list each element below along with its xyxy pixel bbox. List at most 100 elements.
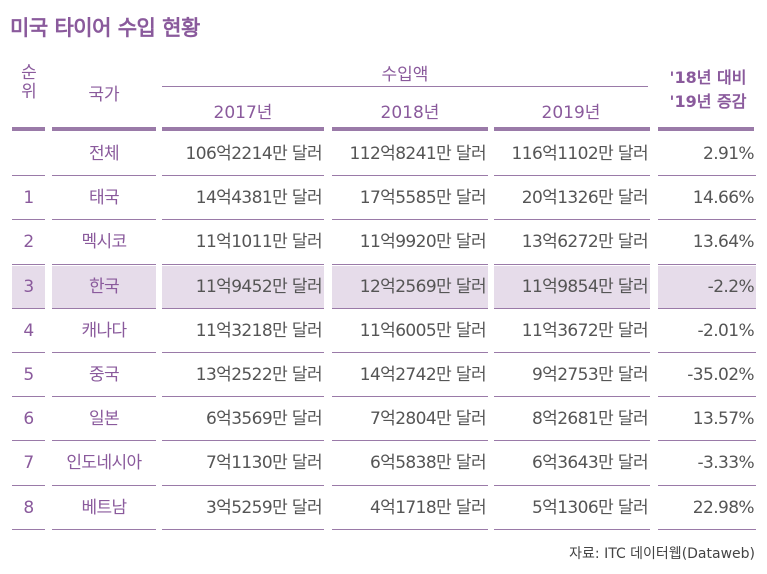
row-divider — [12, 263, 45, 265]
cell-rank: 5 — [23, 365, 34, 385]
row-divider — [494, 351, 650, 353]
row-highlight — [52, 265, 156, 308]
row-highlight — [12, 265, 45, 308]
row-divider — [494, 263, 650, 265]
cell-y2017: 6억3569만 달러 — [205, 409, 323, 430]
row-divider — [332, 263, 488, 265]
cell-y2017: 11억9452만 달러 — [195, 276, 323, 297]
row-divider — [332, 484, 488, 486]
row-divider — [162, 263, 324, 265]
cell-rank: 1 — [23, 188, 34, 209]
row-divider — [494, 307, 650, 309]
cell-y2017: 7억1130만 달러 — [205, 453, 323, 474]
page-title: 미국 타이어 수입 현황 — [10, 16, 200, 40]
cell-rank: 6 — [23, 409, 34, 430]
header-rule-change — [658, 127, 754, 131]
row-divider — [52, 219, 156, 221]
header-change-line1: '18년 대비 — [669, 68, 747, 87]
cell-y2019: 5억1306만 달러 — [531, 497, 649, 518]
row-divider — [494, 528, 650, 530]
row-divider — [494, 219, 650, 221]
row-highlight — [494, 265, 650, 308]
table-row: 7 인도네시아 7억1130만 달러 6억5838만 달러 6억3643만 달러 -3.3… — [0, 442, 767, 486]
row-divider — [52, 263, 156, 265]
row-divider — [12, 484, 45, 486]
source-note: 자료: ITC 데이터웹(Dataweb) — [569, 546, 755, 562]
row-divider — [332, 440, 488, 442]
row-divider — [162, 396, 324, 398]
header-rule-country — [52, 127, 156, 131]
row-divider — [52, 175, 156, 177]
row-divider — [658, 396, 756, 398]
cell-rank: 4 — [23, 320, 34, 341]
row-divider — [12, 175, 45, 177]
row-divider — [658, 175, 756, 177]
cell-change: 13.64% — [692, 232, 755, 253]
cell-country: 인도네시아 — [66, 453, 142, 474]
header-change-line2: '19년 증감 — [669, 92, 747, 111]
row-divider — [658, 263, 756, 265]
table-row: 5 중국 13억2522만 달러 14억2742만 달러 9억2753만 달러 -35.0… — [0, 354, 767, 398]
row-divider — [162, 307, 324, 309]
row-divider — [494, 440, 650, 442]
cell-country: 멕시코 — [81, 232, 127, 253]
cell-country: 중국 — [88, 365, 120, 385]
row-divider — [494, 396, 650, 398]
header-rule-rank — [12, 127, 45, 131]
row-divider — [162, 351, 324, 353]
row-highlight — [162, 265, 324, 308]
cell-change: 22.98% — [692, 497, 755, 518]
row-divider — [162, 440, 324, 442]
cell-y2017: 14억4381만 달러 — [195, 188, 323, 209]
row-divider — [332, 175, 488, 177]
cell-rank: 3 — [23, 276, 34, 297]
row-divider — [12, 396, 45, 398]
cell-country: 태국 — [88, 188, 120, 209]
table-row: 1 태국 14억4381만 달러 17억5585만 달러 20억1326만 달러 14.6… — [0, 177, 767, 221]
row-divider — [52, 528, 156, 530]
row-divider — [332, 528, 488, 530]
cell-y2019: 116억1102만 달러 — [511, 144, 649, 164]
cell-y2019: 13억6272만 달러 — [521, 232, 649, 253]
header-year-2017: 2017년 — [213, 103, 273, 123]
header-import-divider — [162, 86, 648, 87]
row-highlight — [658, 265, 756, 308]
table-row: 6 일본 6억3569만 달러 7억2804만 달러 8억2681만 달러 13.57% — [0, 398, 767, 442]
cell-y2017: 3억5259만 달러 — [205, 497, 323, 518]
row-divider — [332, 307, 488, 309]
row-divider — [332, 351, 488, 353]
table-row: 3 한국 11억9452만 달러 12억2569만 달러 11억9854만 달러 -2.2… — [0, 265, 767, 309]
cell-y2018: 4억1718만 달러 — [369, 497, 487, 518]
header-country: 국가 — [88, 85, 120, 105]
cell-change: -3.33% — [697, 453, 754, 474]
cell-rank: 2 — [23, 232, 34, 253]
cell-change: 13.57% — [692, 409, 755, 430]
cell-y2018: 11억6005만 달러 — [359, 320, 487, 341]
header-rank: 순위 — [21, 63, 37, 102]
cell-y2019: 9억2753만 달러 — [531, 365, 649, 385]
row-divider — [658, 307, 756, 309]
header-rule-2017 — [162, 127, 324, 131]
row-divider — [162, 175, 324, 177]
row-divider — [12, 528, 45, 530]
row-divider — [52, 396, 156, 398]
cell-y2018: 17억5585만 달러 — [359, 188, 487, 209]
table-row: 전체 106억2214만 달러 112억8241만 달러 116억1102만 달러 2.… — [0, 133, 767, 177]
cell-y2017: 11억1011만 달러 — [195, 232, 323, 253]
cell-y2019: 8억2681만 달러 — [531, 409, 649, 430]
row-divider — [52, 307, 156, 309]
row-divider — [52, 440, 156, 442]
cell-country: 한국 — [88, 276, 120, 297]
table-row: 8 베트남 3억5259만 달러 4억1718만 달러 5억1306만 달러 22.98% — [0, 487, 767, 530]
row-divider — [658, 351, 756, 353]
cell-y2018: 14억2742만 달러 — [359, 365, 487, 385]
row-highlight — [332, 265, 488, 308]
table-row: 2 멕시코 11억1011만 달러 11억9920만 달러 13억6272만 달러 13.… — [0, 221, 767, 265]
row-divider — [162, 484, 324, 486]
row-divider — [162, 528, 324, 530]
cell-y2018: 112억8241만 달러 — [349, 144, 487, 164]
cell-change: -35.02% — [687, 365, 754, 385]
cell-change: -2.01% — [697, 320, 754, 341]
row-divider — [12, 307, 45, 309]
header-rule-2019 — [494, 127, 650, 131]
